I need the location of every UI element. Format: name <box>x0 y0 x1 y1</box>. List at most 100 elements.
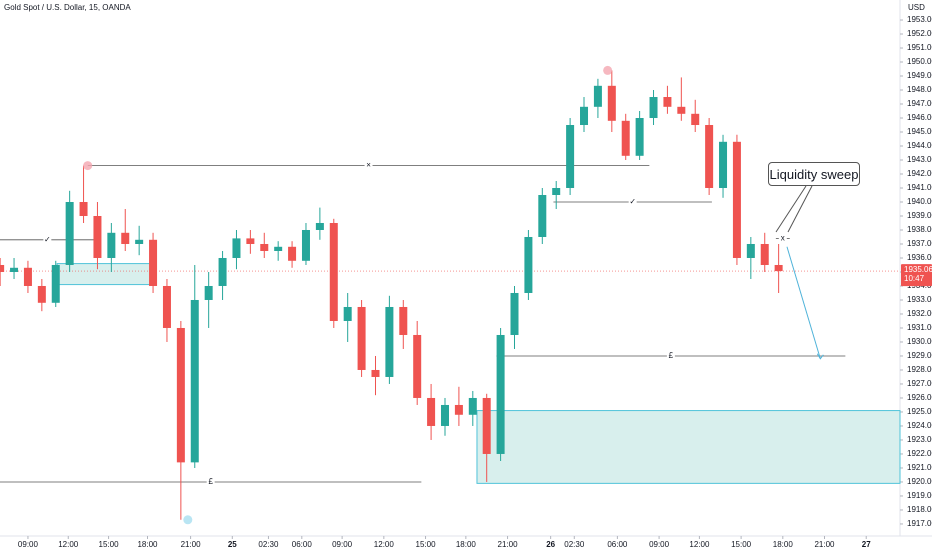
candle-body <box>162 285 171 328</box>
price-tag <box>901 264 932 287</box>
y-tick-label: 1936.000 <box>907 253 932 262</box>
price-tag-label: 1935.065 <box>904 265 932 274</box>
level-label-bg <box>43 235 52 244</box>
x-tick-label: 09:00 <box>18 540 39 549</box>
candle-body <box>107 232 116 258</box>
y-tick-label: 1931.000 <box>907 323 932 332</box>
candle-body <box>93 215 102 258</box>
y-tick-label: 1947.000 <box>907 99 932 108</box>
candle-body <box>732 141 741 258</box>
level-label-bg <box>364 161 373 170</box>
candle-body <box>746 243 755 258</box>
candle-body <box>260 243 269 251</box>
x-tick-label: 09:00 <box>649 540 670 549</box>
arrow-head <box>816 353 824 360</box>
candle-body <box>580 106 589 126</box>
marker <box>83 161 93 171</box>
candle-body <box>538 194 547 237</box>
candle-body <box>371 369 380 377</box>
y-tick-label: 1948.000 <box>907 85 932 94</box>
countdown: 10:47 <box>904 274 925 283</box>
y-tick-label: 1925.000 <box>907 407 932 416</box>
level-label: x <box>781 234 785 243</box>
x-tick-label: 06:00 <box>607 540 628 549</box>
candle-body <box>635 118 644 156</box>
x-tick-label: 21:00 <box>814 540 835 549</box>
candle-body <box>385 306 394 377</box>
x-tick-label: 21:00 <box>181 540 202 549</box>
candle-body <box>343 306 352 321</box>
candle-body <box>10 267 19 272</box>
candle-body <box>663 97 672 107</box>
x-tick-label: 26 <box>546 540 555 549</box>
candle-body <box>440 404 449 426</box>
y-tick-label: 1933.000 <box>907 295 932 304</box>
candle-body <box>149 239 158 286</box>
marker <box>603 65 613 75</box>
candle-body <box>399 306 408 335</box>
y-tick-label: 1922.000 <box>907 449 932 458</box>
candle-body <box>482 397 491 454</box>
y-tick-label: 1929.000 <box>907 351 932 360</box>
candle-body <box>496 334 505 454</box>
candle-body <box>65 201 74 265</box>
y-tick-label: 1945.000 <box>907 127 932 136</box>
candle-body <box>274 246 283 251</box>
level-label: × <box>366 161 371 170</box>
candle-body <box>329 222 338 321</box>
candle-body <box>524 236 533 293</box>
level-label: ✓ <box>629 197 636 206</box>
x-tick-label: 15:00 <box>416 540 437 549</box>
x-tick-label: 06:00 <box>292 540 313 549</box>
y-tick-label: 1943.000 <box>907 155 932 164</box>
x-tick-label: 15:00 <box>99 540 120 549</box>
y-tick-label: 1918.000 <box>907 505 932 514</box>
callout-pointer <box>787 185 813 233</box>
level-label: £ <box>669 351 674 360</box>
y-tick-label: 1938.000 <box>907 225 932 234</box>
candle-body <box>204 285 213 300</box>
level-label-bg <box>666 351 675 360</box>
candle-body <box>719 141 728 188</box>
candle-body <box>566 125 575 188</box>
arrow <box>786 246 821 359</box>
y-tick-label: 1941.000 <box>907 183 932 192</box>
y-tick-label: 1937.000 <box>907 239 932 248</box>
y-tick-label: 1923.000 <box>907 435 932 444</box>
candle-body <box>510 292 519 335</box>
y-tick-label: 1926.000 <box>907 393 932 402</box>
level-label: £ <box>208 477 213 486</box>
candle-body <box>23 267 32 286</box>
level-label-bg <box>778 234 787 243</box>
x-tick-label: 02:30 <box>258 540 279 549</box>
y-tick-label: 1930.000 <box>907 337 932 346</box>
x-tick-label: 12:00 <box>58 540 79 549</box>
candle-body <box>246 238 255 244</box>
x-tick-label: 27 <box>862 540 871 549</box>
candle-body <box>607 85 616 121</box>
candle-body <box>190 299 199 463</box>
x-tick-label: 12:00 <box>374 540 395 549</box>
y-tick-label: 1921.000 <box>907 463 932 472</box>
y-tick-label: 1917.000 <box>907 519 932 528</box>
zone <box>476 410 901 484</box>
candle-body <box>79 201 88 216</box>
candle-body <box>649 97 658 119</box>
candle-body <box>468 397 477 415</box>
y-tick-label: 1919.000 <box>907 491 932 500</box>
candle-body <box>691 113 700 126</box>
candle-body <box>677 106 686 114</box>
candle-body <box>37 285 46 303</box>
callout: Liquidity sweep <box>768 162 860 186</box>
y-tick-label: 1927.000 <box>907 379 932 388</box>
candle-body <box>705 125 714 188</box>
zone <box>56 263 151 286</box>
x-tick-label: 25 <box>228 540 237 549</box>
chart-title: Gold Spot / U.S. Dollar, 15, OANDA <box>4 3 131 12</box>
x-tick-label: 15:00 <box>731 540 752 549</box>
x-tick-label: 21:00 <box>498 540 519 549</box>
candle-body <box>176 327 185 463</box>
candle-body <box>218 257 227 286</box>
